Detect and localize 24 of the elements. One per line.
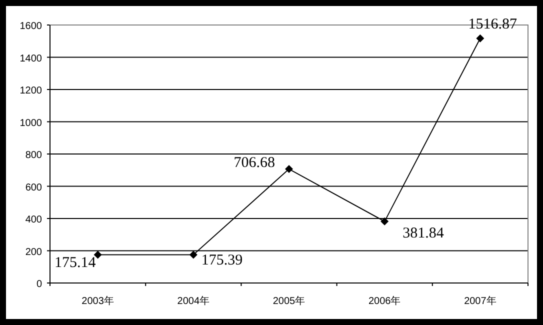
y-tick-label: 1400	[20, 53, 42, 64]
y-tick-label: 600	[25, 182, 42, 194]
data-label: 1516.87	[468, 16, 518, 32]
y-tick-label: 1600	[20, 21, 42, 32]
data-label: 381.84	[402, 225, 444, 242]
x-tick-label: 2007年	[464, 295, 496, 307]
y-tick-label: 1000	[20, 118, 42, 129]
data-label: 175.39	[201, 252, 243, 269]
point	[476, 34, 484, 42]
data-label: 706.68	[234, 155, 275, 172]
point	[285, 165, 293, 174]
point	[189, 250, 198, 259]
y-tick-label: 400	[25, 214, 42, 226]
data-label: 175.14	[54, 254, 96, 271]
x-tick-label: 2004年	[177, 295, 210, 307]
y-tick-label: 0	[36, 279, 42, 290]
y-tick-label: 200	[25, 246, 42, 258]
x-tick-label: 2006年	[368, 295, 401, 307]
y-tick-label: 800	[25, 150, 42, 161]
point	[94, 250, 102, 259]
x-tick-label: 2005年	[272, 295, 306, 307]
point	[380, 217, 389, 226]
x-tick-label: 2003年	[82, 295, 114, 307]
y-tick-label: 1200	[20, 86, 42, 96]
